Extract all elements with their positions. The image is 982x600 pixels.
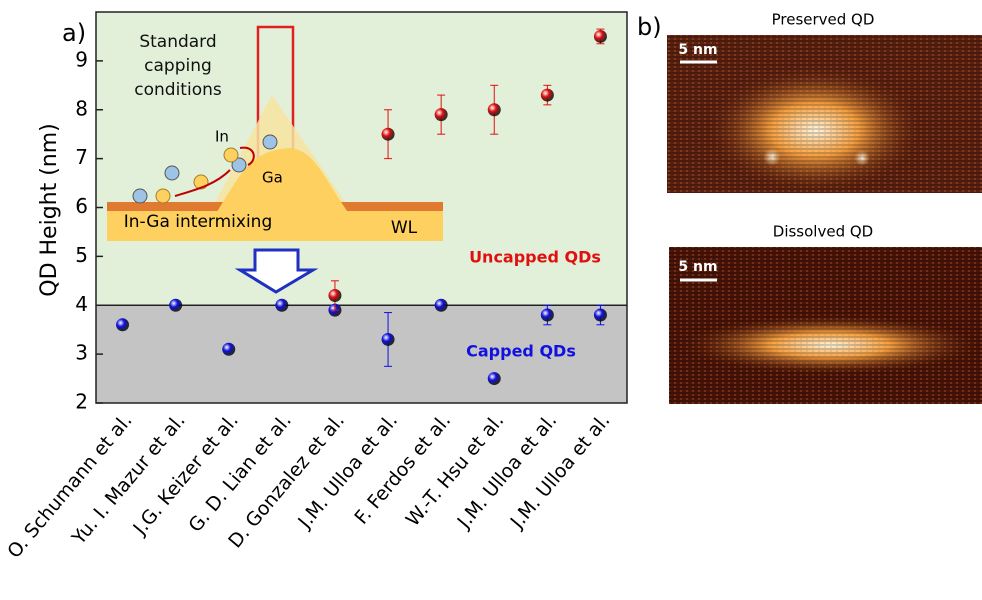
ga-atom [133,189,147,203]
y-axis-title: QD Height (nm) [37,123,62,297]
figure: In Ga In-Ga intermixing WL Uncapped QDs … [0,0,982,600]
data-point [328,289,341,302]
y-tick-label: 8 [75,96,88,120]
image-title: Preserved QD [772,11,875,29]
image-title: Dissolved QD [773,223,873,241]
in-atom [224,148,238,162]
data-point [382,333,395,346]
data-point [116,318,129,331]
in-label: In [215,128,229,146]
data-point [435,108,448,121]
ga-atom [165,166,179,180]
data-point [488,372,501,385]
data-point [382,128,395,141]
wl-label: WL [391,218,418,238]
panel-label: a) [62,19,86,47]
x-tick-label: W.-T. Hsu et al. [402,410,509,531]
y-tick-label: 6 [75,194,88,218]
intermixing-label: In-Ga intermixing [124,212,272,232]
data-point [541,89,554,102]
y-tick-label: 9 [75,47,88,71]
scale-bar-label: 5 nm [678,42,717,58]
y-tick-label: 7 [75,145,88,169]
x-tick-label: J.M. Ulloa et al. [506,410,615,534]
inset-caption: Standard capping conditions [120,30,236,102]
data-point [275,299,288,312]
y-tick-label: 3 [75,341,88,365]
uncapped-label: Uncapped QDs [469,248,601,267]
in-atom [156,189,170,203]
y-tick-label: 4 [75,292,88,316]
y-tick-label: 5 [75,243,88,267]
ga-atom [263,135,277,149]
data-point [169,299,182,312]
scale-bar-label: 5 nm [678,259,717,275]
ga-label: Ga [262,169,283,187]
panel-label: b) [637,13,662,41]
data-point [594,30,607,43]
y-tick-label: 2 [75,390,88,414]
data-point [488,103,501,116]
capped-label: Capped QDs [466,342,576,361]
x-tick-label: F. Ferdos et al. [350,410,455,529]
data-point [594,309,607,322]
data-point [222,343,235,356]
stm-image [667,35,982,195]
data-point [541,309,554,322]
data-point [435,299,448,312]
